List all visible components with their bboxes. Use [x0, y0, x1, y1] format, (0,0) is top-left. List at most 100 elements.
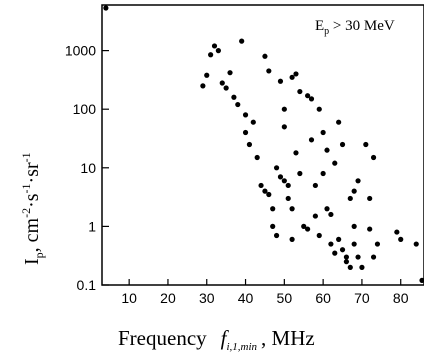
x-tick-label: 30 [199, 290, 215, 306]
data-point [328, 241, 334, 247]
data-point [242, 112, 249, 118]
data-point [305, 226, 311, 232]
data-point [351, 188, 357, 194]
data-point [289, 74, 295, 80]
data-point [235, 101, 241, 108]
data-point [239, 38, 245, 44]
data-point [343, 254, 350, 260]
data-point [301, 223, 307, 229]
data-point [204, 72, 210, 78]
data-point [242, 129, 249, 136]
data-point [281, 106, 287, 112]
data-point [336, 119, 342, 125]
y-tick-label: 1 [88, 218, 96, 234]
data-point [343, 259, 350, 265]
data-point [277, 78, 284, 84]
x-tick-label: 10 [121, 290, 137, 306]
data-point [398, 236, 404, 243]
x-tick-label: 70 [354, 290, 370, 306]
data-point [367, 195, 373, 202]
data-point [332, 250, 338, 256]
data-point [347, 264, 353, 270]
data-point [419, 277, 424, 283]
data-point [215, 47, 221, 54]
data-point [297, 170, 303, 177]
data-point [316, 106, 322, 112]
data-point [246, 141, 253, 148]
y-tick-label: 100 [73, 101, 97, 117]
data-point [328, 211, 334, 218]
data-point [262, 188, 268, 194]
data-point [320, 129, 326, 136]
data-point [339, 141, 346, 148]
x-tick-label: 50 [277, 290, 293, 306]
data-point [270, 223, 276, 229]
data-point [332, 160, 338, 166]
y-axis: 0.1 1 10 100 1000 [65, 43, 109, 293]
data-point [324, 147, 330, 153]
data-point [367, 226, 373, 232]
data-point [273, 232, 280, 239]
y-tick-label: 1000 [65, 43, 96, 59]
x-tick-label: 40 [238, 290, 254, 306]
data-point [289, 236, 295, 243]
x-axis-label: Frequency fi,1,min, MHz [118, 326, 315, 353]
data-point [351, 241, 357, 247]
data-point [363, 141, 369, 148]
data-point [231, 94, 237, 100]
data-point [103, 5, 109, 11]
plot-frame [101, 4, 424, 286]
data-point [297, 88, 303, 95]
data-point [285, 195, 291, 202]
data-point [270, 206, 276, 212]
data-point [413, 241, 419, 247]
data-point [285, 182, 291, 189]
y-axis-label: Ip, cm-2·s-1·sr-1 [19, 152, 46, 265]
data-point [308, 137, 315, 143]
x-tick-label: 80 [393, 290, 409, 306]
data-point [281, 124, 287, 130]
data-point [347, 195, 353, 202]
data-point [359, 264, 365, 270]
data-point [394, 229, 400, 235]
data-point [262, 53, 268, 59]
data-point [312, 213, 318, 219]
data-point [339, 247, 346, 253]
data-point [208, 52, 214, 58]
data-point [223, 85, 229, 91]
data-point [219, 80, 225, 86]
data-points [103, 5, 424, 283]
data-point [351, 223, 357, 229]
annotation-energy: Ep > 30 MeV [315, 18, 395, 37]
data-point [324, 206, 330, 212]
data-point [277, 174, 284, 180]
data-point [316, 232, 322, 239]
data-point [258, 182, 264, 189]
x-tick-label: 60 [315, 290, 331, 306]
data-point [374, 241, 381, 247]
data-point [355, 254, 361, 260]
y-tick-label: 0.1 [77, 277, 97, 293]
data-point [293, 71, 299, 77]
data-point [305, 93, 311, 99]
data-point [227, 70, 233, 76]
data-point [289, 206, 295, 212]
data-point [355, 178, 361, 184]
data-point [308, 96, 315, 102]
data-point [254, 154, 260, 161]
data-point [320, 170, 326, 177]
data-point [281, 178, 287, 184]
data-point [250, 119, 256, 125]
x-tick-label: 20 [160, 290, 176, 306]
data-point [293, 150, 299, 156]
data-point [273, 165, 280, 171]
data-point [211, 43, 218, 49]
data-point [266, 68, 272, 74]
data-point [266, 191, 272, 198]
x-axis: 10 20 30 40 50 60 70 80 [121, 279, 409, 306]
data-point [200, 83, 206, 89]
data-point [370, 154, 377, 161]
data-point [312, 182, 318, 189]
y-tick-label: 10 [80, 160, 96, 176]
